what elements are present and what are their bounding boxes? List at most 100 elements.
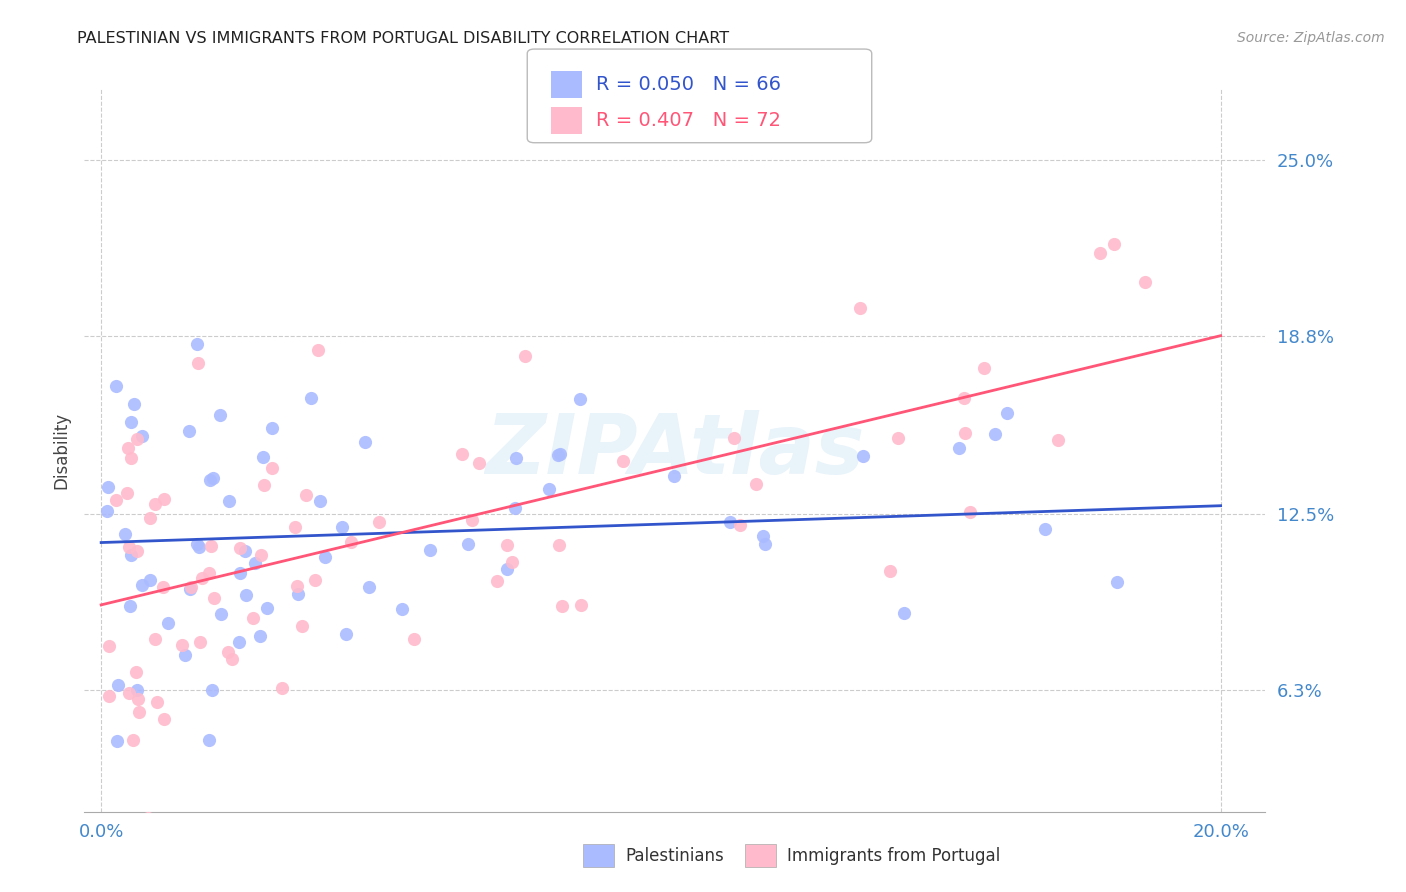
Point — [569, 598, 592, 612]
Point — [995, 406, 1018, 420]
Point — [105, 378, 128, 392]
Point — [849, 301, 872, 315]
Y-axis label: Disability: Disability — [52, 412, 70, 489]
Point — [202, 591, 225, 605]
Point — [335, 627, 357, 641]
Point — [307, 343, 329, 357]
Point — [879, 564, 901, 578]
Point — [250, 549, 273, 563]
Point — [243, 556, 266, 570]
Point — [136, 811, 159, 825]
Point — [984, 426, 1007, 441]
Text: Source: ZipAtlas.com: Source: ZipAtlas.com — [1237, 31, 1385, 45]
Point — [548, 447, 571, 461]
Point — [190, 571, 212, 585]
Point — [419, 543, 441, 558]
Point — [131, 429, 153, 443]
Point — [568, 392, 591, 406]
Point — [330, 520, 353, 534]
Point — [120, 549, 142, 563]
Point — [217, 645, 239, 659]
Point — [125, 665, 148, 680]
Point — [354, 434, 377, 449]
Point — [218, 494, 240, 508]
Point — [200, 539, 222, 553]
Point — [486, 574, 509, 588]
Point — [299, 391, 322, 405]
Point — [973, 361, 995, 376]
Point — [290, 619, 312, 633]
Point — [187, 356, 209, 370]
Point — [1088, 246, 1111, 260]
Point — [252, 450, 274, 464]
Point — [118, 599, 141, 613]
Point — [188, 540, 211, 554]
Point — [309, 494, 332, 508]
Point — [179, 582, 201, 596]
Point — [200, 473, 222, 487]
Point — [209, 607, 232, 621]
Point — [457, 537, 479, 551]
Point — [177, 424, 200, 438]
Point — [118, 686, 141, 700]
Point — [104, 493, 127, 508]
Point — [340, 535, 363, 549]
Point — [513, 349, 536, 363]
Point — [121, 450, 143, 465]
Point — [538, 482, 561, 496]
Point — [186, 537, 208, 551]
Point — [209, 409, 232, 423]
Point — [128, 705, 150, 719]
Point — [496, 538, 519, 552]
Point — [723, 430, 745, 444]
Point — [285, 579, 308, 593]
Point — [662, 469, 685, 483]
Point — [107, 678, 129, 692]
Point — [97, 480, 120, 494]
Point — [249, 629, 271, 643]
Point — [1046, 434, 1069, 448]
Point — [143, 497, 166, 511]
Point — [120, 415, 142, 429]
Point — [391, 602, 413, 616]
Point — [188, 635, 211, 649]
Point — [260, 421, 283, 435]
Point — [287, 587, 309, 601]
Point — [953, 425, 976, 440]
Point — [153, 712, 176, 726]
Point — [127, 692, 149, 706]
Point — [1107, 575, 1129, 590]
Point — [143, 632, 166, 647]
Point — [202, 471, 225, 485]
Point — [139, 510, 162, 524]
Point — [197, 566, 219, 580]
Text: R = 0.407   N = 72: R = 0.407 N = 72 — [596, 111, 782, 130]
Point — [152, 580, 174, 594]
Point — [547, 448, 569, 462]
Point — [505, 451, 527, 466]
Point — [253, 477, 276, 491]
Point — [461, 513, 484, 527]
Point — [180, 580, 202, 594]
Point — [172, 638, 194, 652]
Point — [754, 537, 776, 551]
Point — [752, 529, 775, 543]
Point — [368, 515, 391, 529]
Point — [121, 732, 143, 747]
Point — [262, 460, 284, 475]
Point — [125, 432, 148, 446]
Point — [314, 549, 336, 564]
Point — [198, 733, 221, 747]
Point — [233, 543, 256, 558]
Text: R = 0.050   N = 66: R = 0.050 N = 66 — [596, 75, 782, 95]
Point — [718, 516, 741, 530]
Text: Immigrants from Portugal: Immigrants from Portugal — [787, 847, 1001, 865]
Text: Palestinians: Palestinians — [626, 847, 724, 865]
Point — [173, 648, 195, 663]
Point — [359, 580, 381, 594]
Point — [117, 442, 139, 456]
Point — [886, 431, 908, 445]
Point — [114, 527, 136, 541]
Point — [1102, 237, 1125, 252]
Point — [125, 544, 148, 558]
